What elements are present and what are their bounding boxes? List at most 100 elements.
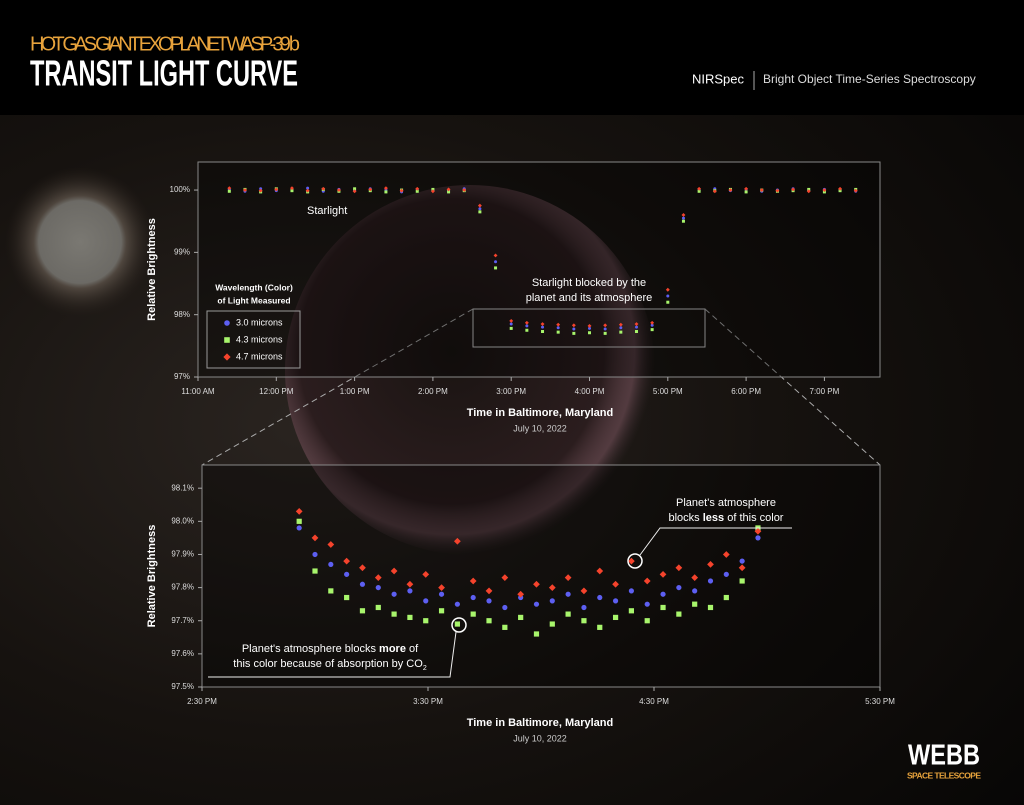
data-point [502, 604, 508, 611]
data-point [518, 614, 524, 621]
data-point [691, 574, 699, 582]
data-point [596, 567, 604, 575]
data-point [739, 558, 745, 564]
data-point [666, 300, 670, 304]
data-point [650, 328, 654, 332]
data-point [486, 618, 492, 624]
y-axis-label: Relative Brightness [146, 218, 158, 321]
data-point [612, 614, 619, 621]
data-point [612, 580, 619, 588]
data-point [644, 618, 650, 624]
data-point [634, 325, 638, 329]
data-point [243, 188, 247, 192]
data-point [565, 611, 571, 617]
data-point [485, 587, 493, 595]
legend-marker [223, 353, 231, 361]
data-point [295, 508, 303, 515]
annotation-text: Starlight blocked by the [532, 277, 646, 289]
data-point [681, 213, 686, 217]
y-tick-label: 97.9% [171, 550, 194, 559]
annotation-text: more [379, 643, 406, 655]
data-point [486, 598, 492, 604]
x-tick-label: 1:00 PM [340, 387, 370, 396]
data-point [227, 189, 231, 193]
data-point [712, 189, 717, 194]
data-point [659, 570, 667, 578]
data-point [754, 527, 762, 535]
data-point [312, 568, 318, 574]
zoom-box [472, 308, 706, 348]
data-point [258, 188, 263, 193]
callout-line [208, 631, 457, 678]
data-point [650, 320, 655, 325]
title: TRANSIT LIGHT CURVE [30, 53, 298, 94]
data-point [454, 537, 461, 545]
data-point [612, 598, 619, 604]
data-point [454, 601, 460, 607]
star [5, 167, 155, 317]
data-point [549, 621, 555, 627]
data-point [296, 518, 302, 524]
data-point [343, 557, 351, 565]
data-point [549, 598, 555, 604]
data-point [368, 187, 373, 192]
y-tick-label: 97% [174, 372, 190, 381]
mode: Bright Object Time-Series Spectroscopy [763, 72, 976, 86]
data-point [415, 186, 420, 191]
data-point [469, 577, 477, 585]
annotation-text: blocks [669, 512, 703, 524]
data-point [571, 323, 576, 328]
x-tick-label: 5:00 PM [653, 387, 683, 396]
data-point [399, 188, 404, 193]
y-tick-label: 97.8% [171, 583, 194, 592]
callout-circle [627, 553, 643, 569]
annotation-text: this color because of absorption by CO [233, 658, 423, 670]
data-point [572, 327, 576, 331]
data-point [438, 608, 445, 614]
data-point [374, 574, 382, 582]
data-point [227, 186, 232, 191]
data-point [352, 189, 357, 194]
data-point [359, 581, 366, 587]
data-point [359, 564, 366, 572]
legend-title: of Light Measured [217, 295, 290, 305]
data-point [336, 188, 341, 192]
x-tick-label: 11:00 AM [181, 387, 215, 396]
data-point [565, 591, 571, 597]
y-tick-label: 98% [174, 310, 190, 319]
data-point [470, 611, 476, 617]
data-point [628, 557, 635, 565]
data-point [533, 601, 540, 607]
data-point [446, 187, 451, 192]
annotation-text: less [703, 512, 724, 524]
data-point [391, 591, 397, 597]
data-point [321, 186, 326, 191]
data-point [791, 187, 796, 192]
data-point [533, 580, 540, 588]
data-point [572, 331, 576, 335]
zoom-connector [704, 308, 881, 466]
data-point [564, 574, 572, 582]
y-tick-label: 98.1% [171, 483, 194, 492]
data-point [390, 567, 398, 575]
data-point [541, 325, 545, 329]
data-point [603, 327, 607, 331]
data-point [644, 601, 650, 607]
data-point [628, 608, 634, 614]
data-point [676, 584, 682, 591]
data-point [478, 210, 482, 214]
x-tick-label: 7:00 PM [810, 387, 840, 396]
data-point [462, 188, 467, 192]
data-point [344, 571, 350, 577]
data-point [853, 188, 858, 193]
data-point [581, 618, 587, 624]
data-point [525, 328, 529, 332]
data-point [676, 611, 682, 617]
data-point [423, 598, 429, 604]
data-point [634, 330, 638, 334]
data-point [384, 190, 388, 194]
planet [285, 185, 655, 555]
plot-area [201, 464, 881, 688]
data-point [738, 564, 746, 572]
data-point [603, 323, 608, 328]
